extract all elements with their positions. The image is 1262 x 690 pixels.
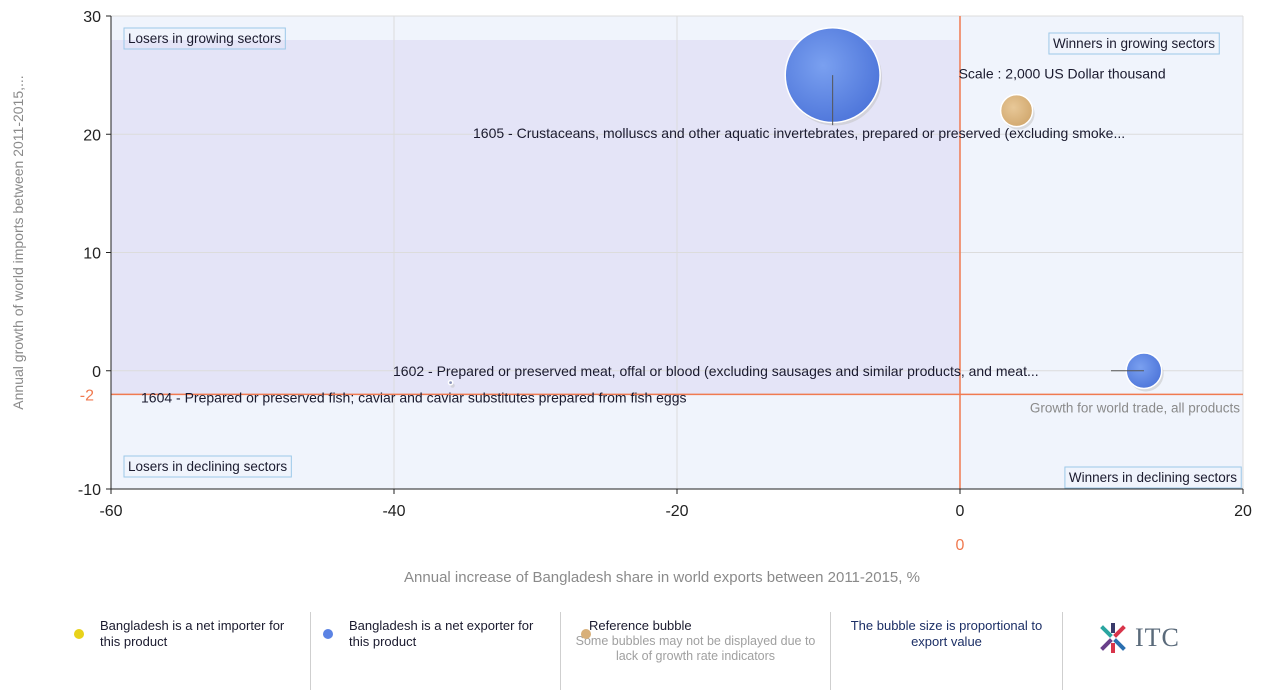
y-axis-title: Annual growth of world imports between 2… <box>10 75 26 409</box>
x-tick-label: 0 <box>956 503 965 520</box>
y-tick-label: 20 <box>83 127 101 144</box>
reference-bubble-label: Scale : 2,000 US Dollar thousand <box>959 66 1166 82</box>
legend-size-note-text: The bubble size is proportional to expor… <box>850 618 1043 649</box>
reference-line-caption: Growth for world trade, all products <box>1030 400 1240 415</box>
quadrant-label-bottom-right: Winners in declining sectors <box>1069 470 1237 485</box>
y-tick-label: 10 <box>83 246 101 263</box>
bubble-2 <box>447 379 454 386</box>
chart-svg: Growth for world trade, all products Los… <box>10 9 1252 586</box>
legend-reference-title: Reference bubble <box>589 618 692 633</box>
legend-size-note: The bubble size is proportional to expor… <box>831 612 1063 690</box>
legend-net-importer-label: Bangladesh is a net importer for this pr… <box>100 618 285 649</box>
reference-x-value-label: 0 <box>956 537 965 554</box>
legend: Bangladesh is a net importer for this pr… <box>62 612 1213 690</box>
quadrant-label-bottom-left-box <box>123 455 292 478</box>
legend-net-exporter: Bangladesh is a net exporter for this pr… <box>311 612 561 690</box>
itc-logo: ITC <box>1097 622 1205 654</box>
quadrant-label-top-left-box <box>123 27 286 50</box>
quadrant-label-top-right: Winners in growing sectors <box>1053 36 1215 51</box>
reference-dot-icon <box>581 629 591 639</box>
x-tick-label: 20 <box>1234 503 1252 520</box>
legend-reference-note: Some bubbles may not be displayed due to… <box>575 634 816 663</box>
x-tick-label: -40 <box>382 503 405 520</box>
legend-net-importer: Bangladesh is a net importer for this pr… <box>62 612 311 690</box>
reference-bubble <box>999 93 1034 128</box>
x-tick-label: -20 <box>665 503 688 520</box>
reference-y-value-label: -2 <box>80 387 94 404</box>
y-tick-label: 0 <box>92 364 101 381</box>
y-tick-label: 30 <box>83 9 101 26</box>
x-axis-title: Annual increase of Bangladesh share in w… <box>404 569 920 586</box>
y-tick-label: -10 <box>78 482 101 499</box>
quadrant-label-top-right-box <box>1048 32 1220 55</box>
net-exporter-dot-icon <box>323 629 333 639</box>
bubble-1-label: 1602 - Prepared or preserved meat, offal… <box>393 363 1039 379</box>
bubble-2-label: 1604 - Prepared or preserved fish; cavia… <box>141 389 687 405</box>
x-tick-label: -60 <box>99 503 122 520</box>
itc-logo-icon <box>1100 623 1126 653</box>
bubble-0-label: 1605 - Crustaceans, molluscs and other a… <box>473 125 1125 141</box>
legend-reference: Reference bubble Some bubbles may not be… <box>561 612 831 690</box>
itc-logo-text: ITC <box>1135 623 1180 652</box>
quadrant-label-top-left: Losers in growing sectors <box>128 31 281 46</box>
legend-logo: ITC <box>1063 612 1213 690</box>
net-importer-dot-icon <box>74 629 84 639</box>
legend-net-exporter-label: Bangladesh is a net exporter for this pr… <box>349 618 534 649</box>
quadrant-label-bottom-left: Losers in declining sectors <box>128 459 287 474</box>
quadrant-label-bottom-right-box <box>1064 466 1242 489</box>
